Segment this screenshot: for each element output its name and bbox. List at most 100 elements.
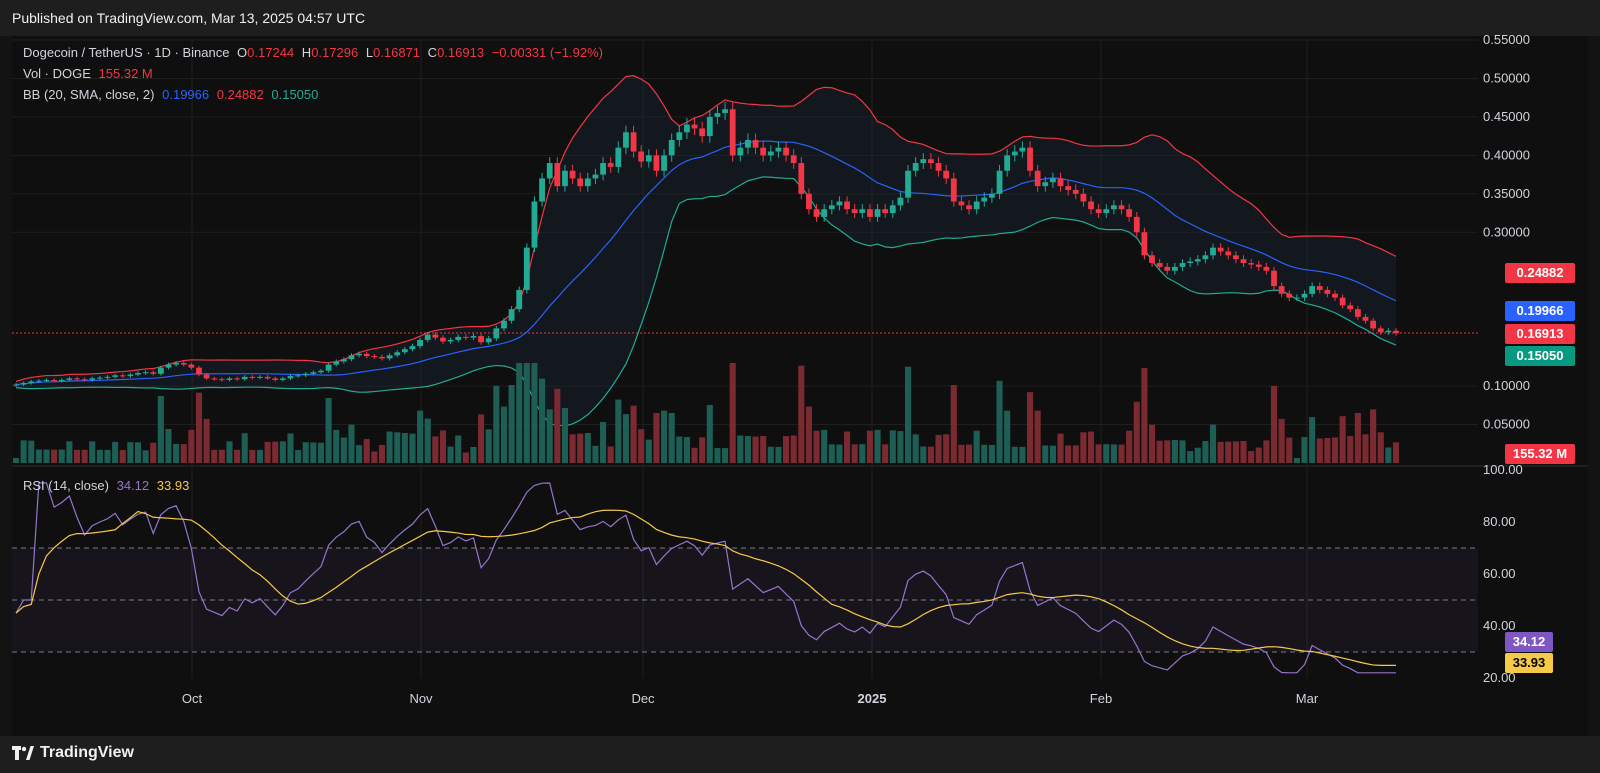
price-box-rsi: 34.12 <box>1505 632 1553 652</box>
legend-vol-label[interactable]: Vol · DOGE <box>23 66 91 81</box>
volume-bar <box>851 444 858 463</box>
candle-body <box>729 109 736 156</box>
candle-body <box>28 381 35 384</box>
candle-body <box>1126 209 1133 217</box>
candle-body <box>508 309 515 321</box>
candle-body <box>523 247 530 290</box>
candle-body <box>104 376 111 378</box>
volume-bar <box>920 446 927 463</box>
legend-rsi-label[interactable]: RSI (14, close) <box>23 478 109 493</box>
candle-body <box>1171 266 1178 271</box>
candle-body <box>1103 209 1110 214</box>
volume-bar <box>683 437 690 463</box>
candle-body <box>318 370 324 373</box>
volume-bar <box>188 429 195 463</box>
volume-bar <box>409 433 416 463</box>
candle-body <box>645 155 652 162</box>
volume-bar <box>142 450 149 463</box>
volume-bar <box>401 433 408 463</box>
candle-body <box>745 139 751 148</box>
volume-bar <box>1141 368 1148 463</box>
candle-body <box>386 355 393 359</box>
tradingview-logo[interactable]: TradingView <box>12 744 134 762</box>
candle-body <box>790 155 797 164</box>
volume-bar <box>317 442 325 463</box>
candle-body <box>333 361 340 365</box>
candle-body <box>920 159 927 164</box>
candle-body <box>135 373 141 375</box>
price-tick-label: 0.35000 <box>1483 186 1530 201</box>
candle-body <box>615 147 622 167</box>
volume-bar <box>592 445 599 463</box>
legend-open: 0.17244 <box>247 45 295 60</box>
candle-body <box>363 353 370 357</box>
candle-body <box>1370 320 1377 329</box>
top-bar <box>0 0 1600 36</box>
candle-body <box>1324 289 1331 294</box>
candle-body <box>722 109 728 114</box>
candle-body <box>935 163 942 171</box>
volume-bar <box>645 439 652 463</box>
volume-bar <box>340 437 347 463</box>
candle-body <box>1042 182 1049 187</box>
candle-body <box>43 379 50 381</box>
volume-bar <box>218 449 225 463</box>
candle-body <box>1377 328 1384 333</box>
candle-body <box>1309 286 1316 294</box>
legend-o-label: O <box>237 45 248 60</box>
candle-body <box>989 193 995 198</box>
candle-body <box>1095 209 1102 214</box>
volume-bar <box>805 406 812 463</box>
candle-body <box>462 336 469 338</box>
candle-body <box>623 132 629 148</box>
price-tick-label: 0.40000 <box>1483 147 1530 162</box>
volume-bar <box>1011 446 1018 463</box>
volume-bar <box>1385 447 1392 463</box>
volume-bar <box>584 433 591 463</box>
candle-body <box>889 205 896 214</box>
price-box-bb-lower: 0.15050 <box>1505 346 1575 366</box>
volume-bar <box>348 424 355 463</box>
candle-body <box>1141 232 1148 256</box>
volume-bar <box>1331 437 1339 463</box>
candle-body <box>96 377 103 379</box>
volume-bar <box>1392 442 1400 463</box>
volume-bar <box>1133 401 1140 463</box>
time-axis-label: Dec <box>631 691 655 706</box>
volume-bar <box>20 440 27 463</box>
volume-bar <box>470 446 477 463</box>
legend-symbol[interactable]: Dogecoin / TetherUS · 1D · Binance <box>23 45 230 60</box>
volume-bar <box>104 449 111 463</box>
candle-body <box>279 378 286 380</box>
candle-body <box>394 352 401 356</box>
candle-body <box>478 336 484 343</box>
volume-bar <box>112 441 119 463</box>
candle-body <box>173 363 180 365</box>
volume-bar <box>706 405 713 463</box>
volume-bar <box>1110 444 1117 463</box>
legend-bb-label[interactable]: BB (20, SMA, close, 2) <box>23 87 155 102</box>
volume-bar <box>554 388 561 463</box>
candle-body <box>340 359 347 362</box>
candle-body <box>714 113 721 117</box>
candle-body <box>661 155 667 171</box>
volume-bar <box>539 378 546 463</box>
volume-bar <box>981 444 988 463</box>
candle-body <box>897 197 904 206</box>
volume-bar <box>279 441 286 463</box>
legend-change: −0.00331 (−1.92%) <box>491 45 603 60</box>
volume-bar <box>1042 445 1049 463</box>
candle-body <box>1179 263 1186 267</box>
candle-body <box>1354 309 1361 317</box>
candle-body <box>600 163 606 175</box>
candle-body <box>1065 186 1072 190</box>
candle-body <box>74 378 80 380</box>
candle-body <box>775 147 782 152</box>
volume-bar <box>363 438 370 463</box>
volume-bar <box>1049 445 1056 463</box>
candle-body <box>127 374 134 377</box>
volume-bar <box>302 442 309 463</box>
volume-bar <box>1164 440 1171 463</box>
candle-body <box>958 201 965 206</box>
